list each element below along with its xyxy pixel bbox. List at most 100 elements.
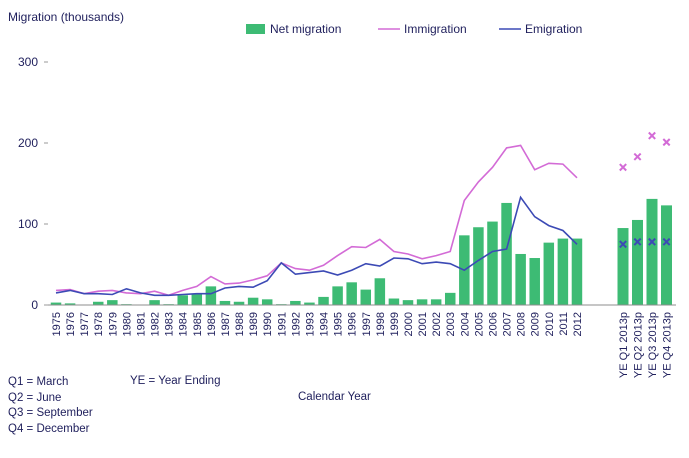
x-tick-label: YE Q3 2013p (647, 312, 659, 378)
x-tick-label: 1979 (107, 312, 119, 336)
bar-net-migration (191, 294, 203, 305)
bar-net-migration (557, 238, 569, 305)
x-tick-label: 1991 (276, 312, 288, 336)
y-tick-label: 200 (18, 136, 38, 150)
x-tick-label: 1996 (347, 312, 359, 336)
x-tick-label: 2008 (516, 312, 528, 336)
marker-immigration (619, 163, 627, 172)
x-tick-label: 1997 (361, 312, 373, 336)
x-tick-label: 1995 (333, 312, 345, 336)
bar-net-migration (346, 282, 357, 305)
legend-label: Emigration (525, 22, 582, 36)
bar-net-migration (388, 298, 400, 305)
bar-net-migration (487, 221, 498, 305)
bar-net-migration (290, 300, 301, 305)
y-tick-label: 100 (18, 217, 38, 231)
x-tick-label: 1994 (319, 312, 331, 336)
x-tick-label: 1987 (220, 312, 232, 336)
bar-net-migration (617, 228, 629, 305)
x-tick-label: 2003 (445, 312, 457, 336)
bar-net-migration (416, 299, 428, 305)
marker-immigration (633, 152, 642, 161)
bar-net-migration (632, 219, 643, 305)
y-axis-title: Migration (thousands) (8, 10, 124, 24)
x-tick-label: YE Q1 2013p (618, 312, 630, 378)
x-tick-label: 1976 (65, 312, 77, 336)
bar-net-migration (501, 202, 512, 305)
bar-net-migration (318, 296, 329, 305)
legend-label: Immigration (404, 22, 467, 36)
x-tick-label: 2007 (502, 312, 514, 336)
x-tick-label: 2009 (530, 312, 542, 336)
bar-net-migration (233, 301, 245, 305)
bar-net-migration (529, 258, 540, 305)
bar-net-migration (402, 300, 414, 305)
bar-net-migration (646, 198, 658, 305)
x-tick-label: 1983 (164, 312, 176, 336)
bar-net-migration (92, 301, 104, 305)
y-tick-label: 0 (31, 298, 38, 312)
x-tick-label: 1975 (51, 312, 63, 336)
x-tick-label: 1988 (234, 312, 246, 336)
x-tick-label: 1985 (192, 312, 204, 336)
bar-net-migration (261, 299, 273, 305)
bar-net-migration (219, 300, 231, 305)
marker-immigration (662, 138, 671, 147)
x-tick-label: 1992 (290, 312, 302, 336)
marker-immigration (648, 131, 656, 140)
note-q3: Q3 = September (8, 407, 93, 419)
quarter-notes: Q1 = March Q2 = June Q3 = September Q4 =… (8, 375, 93, 437)
note-q1: Q1 = March (8, 376, 69, 388)
x-tick-label: 1978 (93, 312, 105, 336)
x-tick-label: 2006 (487, 312, 499, 336)
x-tick-label: 1984 (178, 312, 190, 336)
x-tick-label: 2005 (473, 312, 485, 336)
bar-net-migration (374, 278, 386, 305)
line-emigration (55, 195, 578, 297)
legend-label: Net migration (270, 22, 341, 36)
x-tick-label: 2011 (558, 312, 570, 336)
x-tick-label: 1986 (206, 312, 218, 336)
x-tick-label: 1980 (121, 312, 133, 336)
note-q4: Q4 = December (8, 422, 90, 435)
x-tick-label: 1990 (262, 312, 274, 336)
bar-net-migration (177, 295, 188, 305)
bar-net-migration (247, 297, 259, 305)
y-tick-label: 300 (18, 55, 38, 69)
bar-net-migration (571, 238, 583, 305)
bar-net-migration (50, 302, 62, 305)
legend-swatch-net-migration (246, 24, 265, 34)
bar-net-migration (205, 286, 217, 305)
x-tick-label: YE Q4 2013p (662, 312, 674, 378)
marker-emigration (662, 237, 671, 246)
x-tick-label: YE Q2 2013p (633, 312, 645, 378)
bar-net-migration (360, 289, 372, 305)
bar-net-migration (515, 253, 526, 305)
x-tick-label: 1999 (389, 312, 401, 336)
marker-emigration (648, 237, 656, 246)
bar-net-migration (149, 300, 160, 305)
bar-net-migration (444, 292, 456, 305)
bar-net-migration (304, 302, 315, 305)
bar-net-migration (107, 300, 118, 305)
x-tick-label: 1998 (375, 312, 387, 336)
bar-net-migration (430, 299, 442, 305)
x-tick-label: 2010 (544, 312, 556, 336)
x-tick-label: 2001 (417, 312, 429, 336)
bar-net-migration (661, 205, 672, 305)
x-tick-label: 1993 (304, 312, 316, 336)
note-year-ending: YE = Year Ending (130, 375, 221, 387)
x-tick-label: 1977 (79, 312, 91, 336)
note-q2: Q2 = June (8, 391, 62, 404)
bar-net-migration (64, 303, 76, 305)
bar-net-migration (543, 242, 555, 305)
x-tick-label: 1982 (150, 312, 162, 336)
x-tick-label: 2012 (572, 312, 584, 336)
x-tick-label: 1989 (248, 312, 260, 336)
x-axis-title: Calendar Year (298, 391, 371, 403)
line-immigration (55, 144, 578, 297)
bar-net-migration (332, 286, 343, 305)
x-tick-label: 2004 (459, 312, 471, 336)
x-tick-label: 1981 (135, 312, 147, 336)
